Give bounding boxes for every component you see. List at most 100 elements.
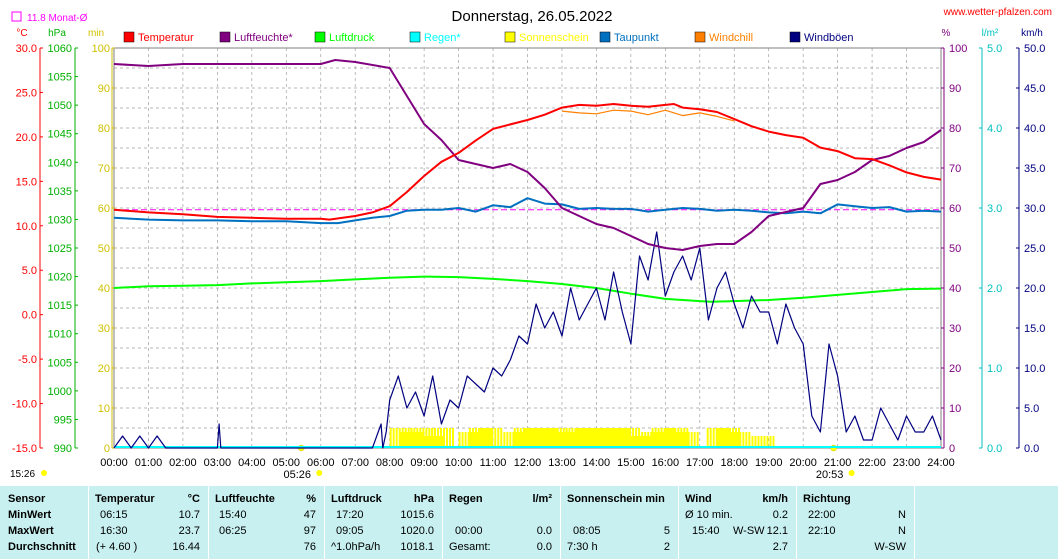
minutes-axis-tick: 70: [98, 163, 110, 175]
hdr-rain-unit: l/m²: [532, 493, 552, 505]
series-line-temperatur: [113, 103, 942, 221]
sunshine-bar: [483, 428, 486, 448]
sunshine-bar: [407, 428, 410, 448]
pressure-axis-tick: 995: [54, 414, 72, 426]
sunshine-bar: [757, 436, 760, 448]
sunshine-bar: [654, 428, 657, 448]
pressure-axis-tick: 1000: [48, 386, 72, 398]
sunshine-bar: [539, 428, 542, 448]
sunshine-bar: [547, 428, 550, 448]
rain-axis-tick: 0.0: [987, 443, 1002, 455]
hdr-temp-unit: °C: [187, 493, 200, 505]
sunshine-bar: [665, 428, 668, 448]
sunshine-bar: [589, 428, 592, 448]
sunshine-bar: [518, 432, 521, 448]
sunshine-bar: [592, 428, 595, 448]
min-press-val: 1015.6: [400, 509, 434, 521]
sunshine-bar: [626, 428, 629, 448]
sunshine-bar: [583, 428, 586, 448]
sunshine-bar: [683, 428, 686, 448]
sunshine-bar: [464, 432, 467, 448]
max-sun-time: 08:05: [573, 525, 601, 537]
sunshine-bar: [516, 428, 519, 448]
hdr-hum-unit: %: [306, 493, 316, 505]
sunshine-bar: [491, 428, 494, 448]
sunshine-bar: [573, 432, 576, 448]
time-tick: 06:00: [307, 457, 335, 469]
time-tick: 04:00: [238, 457, 266, 469]
sunshine-bar: [426, 436, 429, 448]
minutes-axis-tick: 50: [98, 243, 110, 255]
sunshine-bar: [668, 428, 671, 448]
updated-time: 15:26: [10, 469, 35, 480]
sunshine-bar: [672, 428, 675, 448]
sunshine-bar: [769, 436, 772, 448]
sunshine-bar: [586, 428, 589, 448]
legend-swatch: [789, 31, 801, 43]
time-tick: 08:00: [376, 457, 404, 469]
avg-dir-val: W-SW: [874, 541, 906, 553]
sunshine-bar: [542, 428, 545, 448]
sunshine-bar: [461, 432, 464, 448]
max-rain-time: 00:00: [455, 525, 483, 537]
sunshine-bar: [512, 432, 515, 448]
sunshine-bar: [543, 428, 546, 448]
min-temp-val: 10.7: [178, 509, 200, 521]
sunshine-bar: [639, 436, 642, 448]
hdr-hum: Luftfeuchte: [215, 493, 275, 505]
sunshine-bar: [727, 432, 730, 448]
sunshine-bar: [519, 428, 522, 448]
sunshine-bar: [422, 428, 425, 448]
hdr-sun: Sonnenschein min: [567, 493, 665, 505]
sunshine-bar: [763, 436, 766, 448]
sunshine-bar: [536, 428, 539, 448]
sunshine-bar: [612, 428, 615, 448]
sunshine-bar: [647, 432, 650, 448]
percent-axis-tick: 60: [949, 203, 961, 215]
pressure-axis-tick: 990: [54, 443, 72, 455]
sunshine-bar: [425, 428, 428, 448]
sunshine-bar: [550, 428, 553, 448]
hdr-wind: Wind: [685, 493, 712, 505]
sunshine-bar: [760, 436, 763, 448]
legend-label: Windchill: [709, 32, 753, 44]
wind-axis-tick: 15.0: [1024, 323, 1045, 335]
sunshine-bar: [458, 432, 461, 448]
min-dir-time: 22:00: [808, 509, 836, 521]
sunshine-bar: [617, 428, 620, 448]
sunshine-bar: [428, 428, 431, 448]
legend-swatch: [694, 31, 706, 43]
sunshine-bar: [680, 428, 683, 448]
sunshine-bar: [558, 432, 561, 448]
min-hum-time: 15:40: [219, 509, 247, 521]
sunshine-bar: [556, 428, 559, 448]
hdr-sensor: Sensor: [8, 493, 46, 505]
sunshine-bar: [729, 428, 732, 448]
series-line-windböen: [113, 231, 942, 449]
sunshine-bar: [467, 432, 470, 448]
sunshine-bar: [772, 436, 775, 448]
sunshine-bar: [693, 432, 696, 448]
sunshine-bar: [606, 428, 609, 448]
sunshine-bar: [528, 428, 531, 448]
time-tick: 21:00: [824, 457, 852, 469]
sunshine-bar: [604, 428, 607, 448]
month-avg-label: 11.8 Monat-Ø: [27, 13, 88, 24]
site-link[interactable]: www.wetter-pfalzen.com: [943, 7, 1052, 18]
sunshine-bar: [721, 428, 724, 448]
sunshine-bar: [468, 428, 471, 448]
max-dir-val: N: [898, 525, 906, 537]
sunshine-bar: [392, 428, 395, 448]
sunshine-bar: [564, 432, 567, 448]
min-wind-time: Ø 10 min.: [685, 509, 733, 521]
percent-axis-tick: 10: [949, 403, 961, 415]
pressure-unit-label: hPa: [48, 28, 66, 39]
sunshine-bar: [726, 428, 729, 448]
time-tick: 05:00: [273, 457, 301, 469]
sunshine-bar: [482, 428, 485, 448]
sunshine-bar: [398, 428, 401, 448]
sunshine-bar: [575, 428, 578, 448]
temp-axis-tick: 5.0: [22, 265, 37, 277]
sunshine-bar: [443, 428, 446, 448]
max-dir-time: 22:10: [808, 525, 836, 537]
